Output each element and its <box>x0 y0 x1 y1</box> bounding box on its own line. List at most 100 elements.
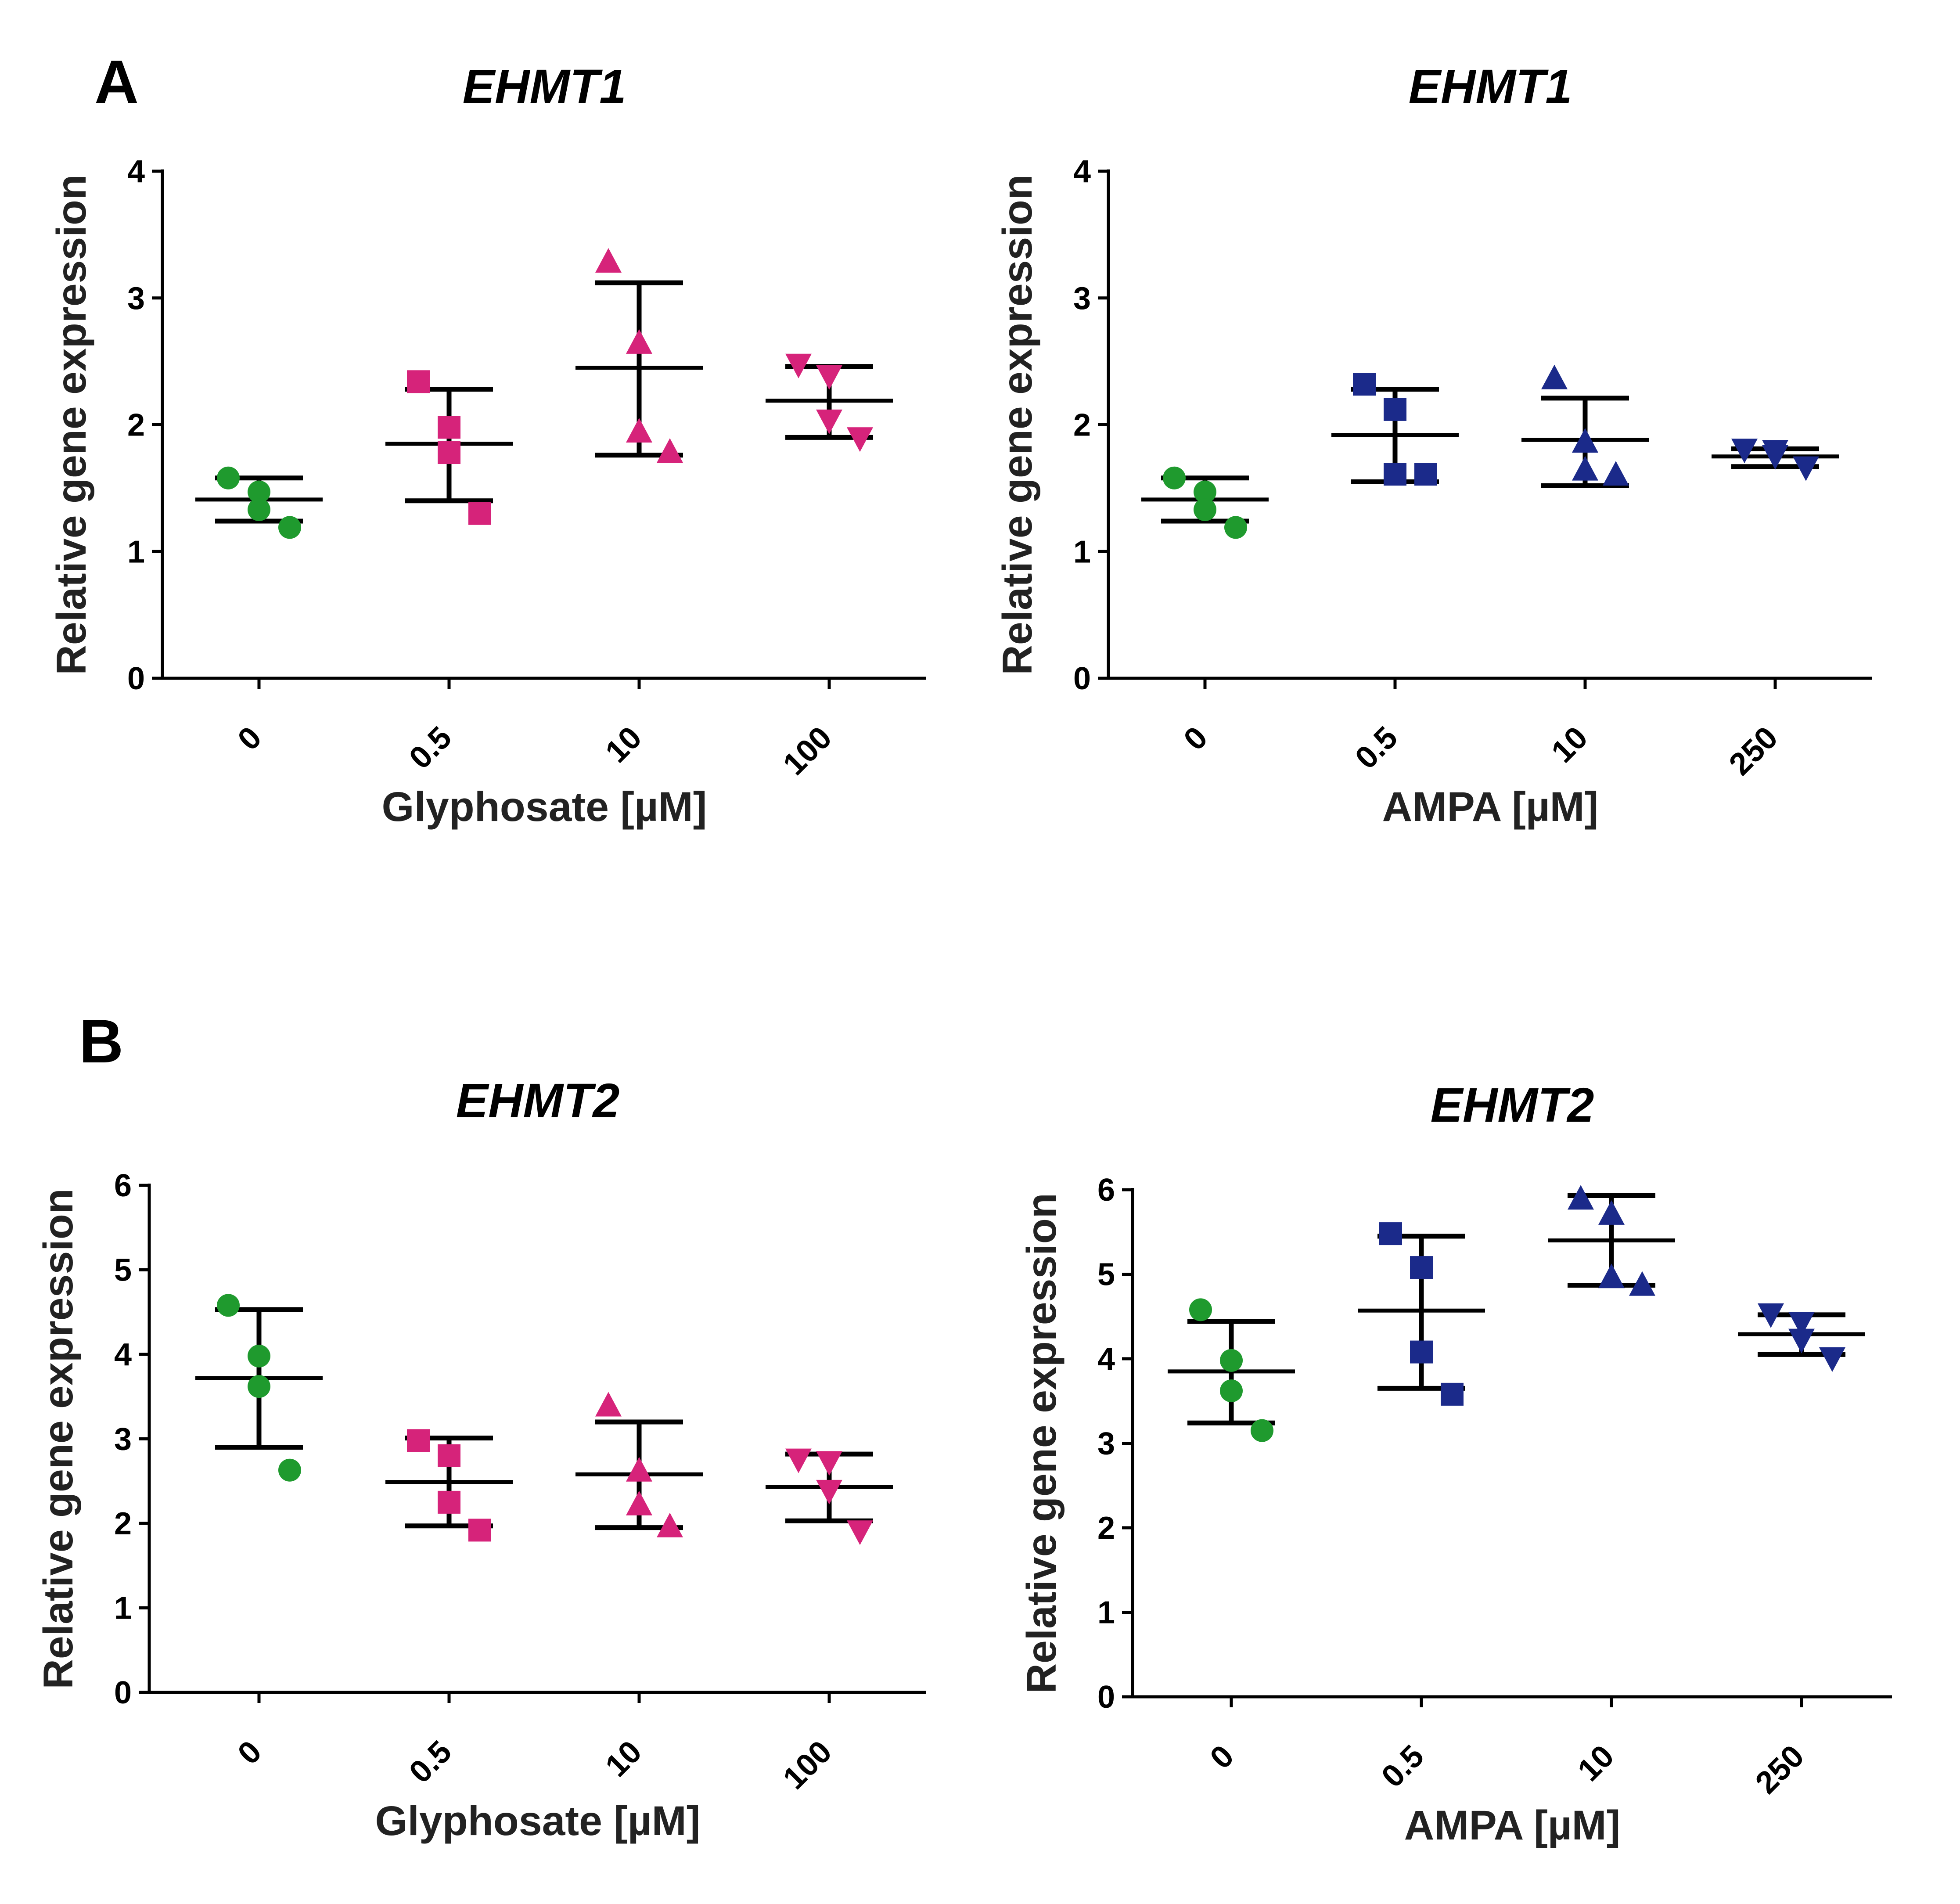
group-250 <box>1738 1303 1865 1372</box>
panel-label-a: A <box>94 47 139 116</box>
data-point <box>1629 1271 1655 1296</box>
y-axis-label: Relative gene expression <box>1018 1193 1065 1694</box>
data-point <box>1598 1263 1625 1289</box>
data-point <box>248 1344 270 1368</box>
data-point <box>1603 461 1629 486</box>
group-10 <box>1521 364 1649 488</box>
y-tick-label: 3 <box>1097 1426 1115 1461</box>
group-100 <box>766 1448 893 1545</box>
y-tick-label: 1 <box>114 1591 132 1626</box>
data-point <box>1793 456 1819 481</box>
data-point <box>278 1458 301 1482</box>
x-axis-label: Glyphosate [µM] <box>375 1798 701 1844</box>
y-tick-label: 0 <box>127 661 145 696</box>
group-250 <box>1712 439 1839 481</box>
data-point <box>217 1294 240 1317</box>
y-tick-label: 5 <box>114 1253 132 1288</box>
y-tick-label: 6 <box>114 1168 132 1203</box>
data-point <box>847 1520 873 1545</box>
data-point <box>816 1451 842 1476</box>
data-point <box>785 353 812 378</box>
data-point <box>816 409 842 434</box>
group-0 <box>1168 1298 1295 1442</box>
data-point <box>1220 1379 1243 1403</box>
data-point <box>438 1490 460 1514</box>
data-point <box>1788 1312 1815 1337</box>
data-point <box>1194 480 1216 504</box>
data-point <box>1572 456 1598 481</box>
data-point <box>1410 1340 1433 1364</box>
data-point <box>1189 1298 1212 1321</box>
x-axis-label: AMPA [µM] <box>1382 784 1599 830</box>
data-point <box>438 1444 460 1467</box>
data-point <box>1224 516 1247 539</box>
x-axis-label: Glyphosate [µM] <box>382 784 707 830</box>
y-axis-label: Relative gene expression <box>994 174 1041 675</box>
data-point <box>1251 1419 1273 1442</box>
data-point <box>595 1392 622 1417</box>
data-point <box>438 416 460 439</box>
data-point <box>1758 1303 1784 1328</box>
y-tick-label: 2 <box>1097 1511 1115 1546</box>
data-point <box>1414 463 1437 486</box>
data-point <box>626 418 652 443</box>
y-tick-label: 4 <box>127 154 145 189</box>
y-tick-label: 3 <box>1073 281 1091 316</box>
y-tick-label: 0 <box>1073 661 1091 696</box>
group-0 <box>195 466 323 539</box>
data-point <box>438 441 460 464</box>
panel-label-b: B <box>79 1007 123 1076</box>
data-point <box>1194 498 1216 521</box>
y-tick-label: 1 <box>1097 1595 1115 1630</box>
y-tick-label: 2 <box>127 408 145 443</box>
chart-title: EHMT1 <box>463 60 626 114</box>
y-tick-label: 1 <box>127 534 145 569</box>
data-point <box>217 466 240 489</box>
group-10 <box>1548 1185 1675 1296</box>
data-point <box>1379 1222 1402 1245</box>
data-point <box>595 248 622 273</box>
y-tick-label: 3 <box>127 281 145 316</box>
data-point <box>407 1429 430 1452</box>
data-point <box>785 1448 812 1473</box>
x-axis-label: AMPA [µM] <box>1404 1802 1621 1849</box>
y-tick-label: 3 <box>114 1422 132 1457</box>
data-point <box>1731 439 1758 464</box>
group-10 <box>575 1392 703 1537</box>
data-point <box>626 1457 652 1482</box>
group-0 <box>195 1294 323 1482</box>
y-tick-label: 0 <box>114 1675 132 1710</box>
data-point <box>468 502 491 525</box>
group-100 <box>766 353 893 452</box>
data-point <box>1384 398 1406 421</box>
data-point <box>1819 1347 1845 1372</box>
data-point <box>1572 428 1598 453</box>
data-point <box>847 427 873 452</box>
data-point <box>1353 373 1376 396</box>
y-tick-label: 1 <box>1073 534 1091 569</box>
data-point <box>248 480 270 504</box>
data-point <box>1163 466 1186 489</box>
y-tick-label: 5 <box>1097 1257 1115 1292</box>
y-tick-label: 4 <box>1073 154 1091 189</box>
y-axis-label: Relative gene expression <box>35 1188 82 1689</box>
data-point <box>1598 1200 1625 1225</box>
chart-title: EHMT1 <box>1409 60 1572 114</box>
group-0.5 <box>385 370 513 525</box>
data-point <box>278 516 301 539</box>
group-0.5 <box>1358 1222 1485 1406</box>
data-point <box>657 1512 683 1537</box>
data-point <box>1384 463 1406 486</box>
group-10 <box>575 248 703 463</box>
y-tick-label: 4 <box>114 1337 132 1372</box>
data-point <box>248 1375 270 1398</box>
group-0.5 <box>1331 373 1459 486</box>
data-point <box>407 370 430 393</box>
data-point <box>1568 1185 1594 1210</box>
data-point <box>816 365 842 390</box>
chart-title: EHMT2 <box>456 1074 620 1128</box>
data-point <box>657 438 683 463</box>
data-point <box>1220 1349 1243 1372</box>
data-point <box>816 1479 842 1504</box>
